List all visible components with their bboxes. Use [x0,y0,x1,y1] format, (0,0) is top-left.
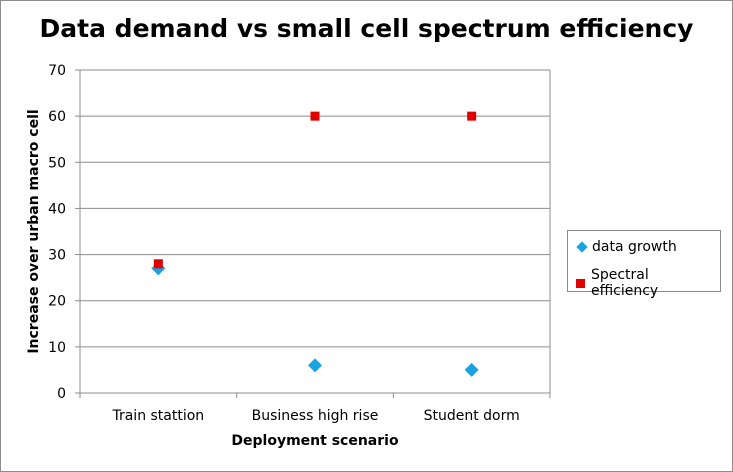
y-tick-label: 50 [48,155,66,171]
y-tick-label: 20 [48,294,66,310]
x-axis-title: Deployment scenario [231,433,399,449]
legend-item-data-growth: data growth [576,239,677,255]
y-tick-label: 70 [48,63,66,79]
y-tick-label: 10 [48,340,66,356]
legend: data growth Spectral efficiency [567,230,721,299]
x-tick-label: Business high rise [252,408,379,424]
y-tick-label: 0 [57,386,66,402]
legend-label-data-growth: data growth [592,239,677,255]
legend-swatch-diamond [576,241,588,253]
data-point-spectral-efficiency [310,111,320,121]
y-tick-label: 30 [48,248,66,264]
data-point-spectral-efficiency [467,111,477,121]
data-point-data-growth [464,362,479,377]
plot-area [79,69,551,394]
x-tick-label: Student dorm [424,408,520,424]
y-axis-title: Increase over urban macro cell [26,109,42,353]
legend-item-spectral-efficiency: Spectral efficiency [576,267,720,299]
data-point-data-growth [308,358,322,373]
y-tick-label: 60 [48,109,66,125]
data-point-spectral-efficiency [153,259,163,269]
x-tick-label: Train stattion [111,408,204,424]
legend-swatch-square [576,278,585,288]
y-tick-label: 40 [48,201,66,217]
legend-label-spectral-efficiency: Spectral efficiency [590,267,659,299]
chart-title: Data demand vs small cell spectrum effic… [39,14,694,43]
